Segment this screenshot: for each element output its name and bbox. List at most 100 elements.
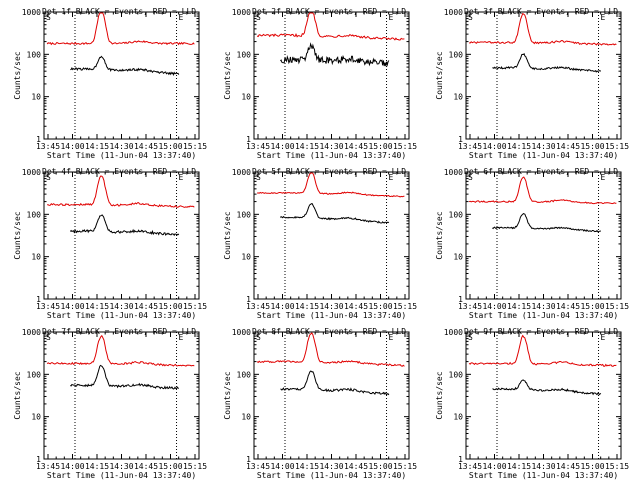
x-tick-label: 14:00 <box>482 462 506 471</box>
x-tick-label: 15:00 <box>158 142 182 151</box>
x-tick-label: 13:45 <box>36 142 60 151</box>
x-tick-label: 14:30 <box>109 462 133 471</box>
detector-chart-2: Det 2f BLACK = Events, RED = LLD11010010… <box>223 7 417 160</box>
x-tick-label: 14:15 <box>507 302 531 311</box>
plot-frame <box>43 171 200 300</box>
events-series-line <box>492 213 601 233</box>
y-tick-label: 1000 <box>22 328 41 337</box>
y-tick-label: 100 <box>27 370 42 379</box>
y-tick-label: 10 <box>31 93 41 102</box>
detector-chart-9: Det 9f BLACK = Events, RED = LLD11010010… <box>435 327 629 480</box>
y-tick-label: 1 <box>36 295 41 304</box>
lld-series-line <box>257 172 405 198</box>
lld-series-line <box>468 176 617 205</box>
y-tick-label: 1 <box>246 135 251 144</box>
x-tick-label: 14:15 <box>295 302 319 311</box>
end-marker-label: E <box>601 333 606 342</box>
x-tick-label: 14:45 <box>344 142 368 151</box>
x-tick-label: 14:45 <box>134 462 158 471</box>
x-tick-label: 14:00 <box>60 462 84 471</box>
y-tick-label: 10 <box>241 93 251 102</box>
y-tick-label: 10 <box>241 253 251 262</box>
x-tick-label: 14:00 <box>482 302 506 311</box>
x-tick-label: 14:00 <box>270 462 294 471</box>
detector-chart-1: Det 1f BLACK = Events, RED = LLD11010010… <box>13 7 207 160</box>
y-tick-label: 10 <box>241 413 251 422</box>
events-series-line <box>280 370 390 396</box>
x-tick-label: 13:45 <box>246 142 270 151</box>
start-marker-label: S <box>256 333 261 342</box>
x-axis-label: Start Time (11-Jun-04 13:37:40) <box>257 311 406 320</box>
x-tick-label: 14:15 <box>85 142 109 151</box>
plot-frame <box>465 171 622 300</box>
x-tick-label: 15:15 <box>183 302 207 311</box>
x-tick-label: 13:45 <box>246 462 270 471</box>
x-tick-label: 14:30 <box>109 302 133 311</box>
x-axis-label: Start Time (11-Jun-04 13:37:40) <box>469 151 618 160</box>
start-marker-label: S <box>256 13 261 22</box>
x-tick-label: 14:45 <box>134 302 158 311</box>
y-axis-label: Counts/sec <box>435 51 444 99</box>
y-tick-label: 100 <box>237 50 252 59</box>
x-axis-label: Start Time (11-Jun-04 13:37:40) <box>469 311 618 320</box>
end-marker-label: E <box>179 13 184 22</box>
y-tick-label: 100 <box>449 50 464 59</box>
x-tick-label: 14:45 <box>556 302 580 311</box>
y-tick-label: 1 <box>246 295 251 304</box>
y-tick-label: 1000 <box>232 168 251 177</box>
x-tick-label: 15:15 <box>393 462 417 471</box>
x-tick-label: 14:30 <box>319 462 343 471</box>
y-axis-label: Counts/sec <box>435 371 444 419</box>
y-axis-label: Counts/sec <box>13 371 22 419</box>
lld-series-line <box>468 334 617 367</box>
end-marker-label: E <box>389 173 394 182</box>
end-marker-label: E <box>179 173 184 182</box>
start-marker-label: S <box>468 13 473 22</box>
x-tick-label: 14:00 <box>270 302 294 311</box>
y-tick-label: 100 <box>27 210 42 219</box>
start-marker-label: S <box>468 333 473 342</box>
x-tick-label: 15:15 <box>183 462 207 471</box>
y-tick-label: 1000 <box>444 8 463 17</box>
detector-chart-8: Det 8f BLACK = Events, RED = LLD11010010… <box>223 327 417 480</box>
y-tick-label: 1 <box>458 135 463 144</box>
start-marker-label: S <box>468 173 473 182</box>
y-axis-label: Counts/sec <box>223 371 232 419</box>
x-tick-label: 15:00 <box>580 142 604 151</box>
x-tick-label: 14:15 <box>507 462 531 471</box>
end-marker-label: E <box>179 333 184 342</box>
detector-chart-3: Det 3f BLACK = Events, RED = LLD11010010… <box>435 7 629 160</box>
x-axis-label: Start Time (11-Jun-04 13:37:40) <box>47 151 196 160</box>
y-tick-label: 1 <box>458 455 463 464</box>
y-tick-label: 100 <box>449 370 464 379</box>
plot-frame <box>43 11 200 140</box>
x-tick-label: 14:45 <box>344 302 368 311</box>
x-tick-label: 13:45 <box>458 302 482 311</box>
start-marker-label: S <box>256 173 261 182</box>
detector-chart-5: Det 5f BLACK = Events, RED = LLD11010010… <box>223 167 417 320</box>
events-series-line <box>280 42 390 67</box>
y-tick-label: 1 <box>246 455 251 464</box>
detector-chart-6: Det 6f BLACK = Events, RED = LLD11010010… <box>435 167 629 320</box>
y-tick-label: 1 <box>458 295 463 304</box>
x-tick-label: 14:00 <box>482 142 506 151</box>
x-tick-label: 14:15 <box>295 142 319 151</box>
y-tick-label: 1 <box>36 135 41 144</box>
detector-chart-4: Det 4f BLACK = Events, RED = LLD11010010… <box>13 167 207 320</box>
events-series-line <box>70 364 180 390</box>
y-tick-label: 10 <box>31 253 41 262</box>
x-tick-label: 14:45 <box>344 462 368 471</box>
x-tick-label: 14:45 <box>556 462 580 471</box>
x-tick-label: 14:30 <box>531 142 555 151</box>
y-tick-label: 100 <box>237 370 252 379</box>
x-axis-label: Start Time (11-Jun-04 13:37:40) <box>47 471 196 480</box>
y-tick-label: 10 <box>453 413 463 422</box>
x-axis-label: Start Time (11-Jun-04 13:37:40) <box>257 151 406 160</box>
x-tick-label: 14:00 <box>60 142 84 151</box>
x-tick-label: 14:15 <box>507 142 531 151</box>
events-series-line <box>492 379 602 396</box>
x-tick-label: 14:30 <box>531 462 555 471</box>
x-tick-label: 13:45 <box>458 462 482 471</box>
events-series-line <box>69 214 180 237</box>
start-marker-label: S <box>46 173 51 182</box>
